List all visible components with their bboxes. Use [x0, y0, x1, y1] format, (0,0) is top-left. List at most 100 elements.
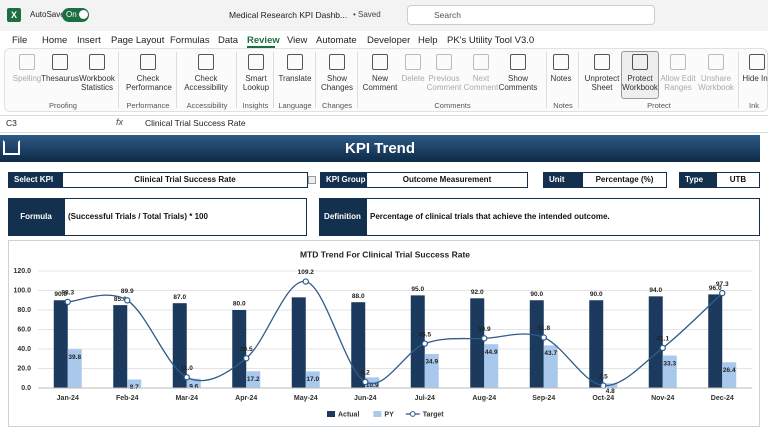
target-point — [659, 344, 666, 352]
bar — [232, 310, 247, 388]
target-point — [421, 340, 428, 347]
data-label: 9.6 — [189, 383, 198, 390]
data-label: 45.5 — [418, 331, 431, 338]
target-line — [67, 280, 723, 387]
ribbon-button[interactable]: Show Comments — [498, 74, 538, 92]
x-tick-label: Nov-24 — [651, 395, 674, 402]
ribbon-button[interactable]: Check Performance — [126, 74, 172, 92]
ribbon-group-label: Performance — [126, 101, 170, 110]
group-separator — [176, 52, 177, 108]
target-point — [362, 378, 369, 386]
field-label: Unit — [543, 172, 582, 188]
field-value[interactable]: Clinical Trial Success Rate — [62, 172, 308, 188]
bar — [53, 300, 68, 388]
name-box[interactable]: C3 — [6, 118, 17, 128]
ribbon-tab[interactable]: Data — [218, 35, 239, 46]
bar — [708, 294, 723, 388]
x-tick-label: Dec-24 — [711, 395, 734, 402]
target-point — [302, 278, 309, 285]
autosave-label: AutoSave — [30, 10, 65, 19]
fx-label: fx — [116, 117, 124, 127]
ribbon-tab[interactable]: View — [287, 35, 308, 46]
data-label: 87.0 — [173, 294, 186, 301]
bar — [246, 371, 261, 388]
ribbon-tab[interactable]: Review — [247, 35, 280, 46]
ribbon-button[interactable]: Protect Workbook — [622, 74, 658, 92]
ribbon-tab[interactable]: File — [12, 35, 28, 46]
data-label: 51.8 — [537, 325, 550, 332]
ribbon-button[interactable]: Check Accessibility — [184, 74, 228, 92]
bar — [543, 345, 558, 388]
dropdown-arrow — [308, 176, 316, 184]
group-separator — [578, 52, 579, 108]
data-label: 90.0 — [54, 291, 67, 298]
search-box[interactable]: Search — [407, 5, 655, 25]
filename[interactable]: Medical Research KPI Dashb... — [229, 10, 348, 20]
bar — [351, 302, 366, 388]
x-tick-label: Jan-24 — [57, 395, 79, 402]
ribbon-icon — [632, 54, 648, 70]
bar — [662, 355, 677, 388]
ribbon-button[interactable]: Unprotect Sheet — [584, 74, 620, 92]
ribbon-tab[interactable]: Home — [42, 35, 68, 46]
ribbon-button[interactable]: Thesaurus — [41, 74, 79, 83]
field-value: UTB — [716, 172, 760, 188]
ribbon-tab[interactable]: Automate — [316, 35, 357, 46]
ribbon-button[interactable]: Workbook Statistics — [79, 74, 115, 92]
ribbon-tab[interactable]: PK's Utility Tool V3.0 — [447, 35, 535, 46]
ribbon-tab[interactable]: Help — [418, 35, 438, 46]
ribbon-group-label: Language — [278, 101, 312, 110]
data-label: 88.3 — [61, 290, 74, 297]
group-separator — [546, 52, 547, 108]
ribbon-button[interactable]: Notes — [550, 74, 572, 83]
data-label: 90.0 — [590, 291, 603, 298]
bar — [410, 295, 425, 388]
data-label: 17.2 — [247, 376, 260, 383]
field-label: Type — [679, 172, 716, 188]
formula-value: (Successful Trials / Total Trials) * 100 — [64, 198, 307, 236]
ribbon-icon — [436, 54, 452, 70]
target-point — [600, 382, 607, 389]
excel-icon: X — [7, 8, 21, 22]
field-value: Percentage (%) — [582, 172, 667, 188]
ribbon-button[interactable]: Show Changes — [320, 74, 354, 92]
ribbon-tab[interactable]: Insert — [77, 35, 101, 46]
ribbon-button[interactable]: New Comment — [362, 74, 398, 92]
formula-content[interactable]: Clinical Trial Success Rate — [145, 118, 246, 128]
ribbon-icon — [510, 54, 526, 70]
data-label: 44.9 — [485, 349, 498, 356]
ribbon-button[interactable]: Smart Lookup — [242, 74, 270, 92]
ribbon-icon — [405, 54, 421, 70]
data-label: 43.7 — [544, 350, 557, 357]
ribbon-tab[interactable]: Formulas — [170, 35, 210, 46]
ribbon-tab[interactable]: Developer — [367, 35, 411, 46]
ribbon-icon — [329, 54, 345, 70]
ribbon-icon — [473, 54, 489, 70]
data-label: 97.3 — [716, 281, 729, 288]
data-label: 80.0 — [233, 301, 246, 308]
y-tick-label: 20.0 — [17, 365, 31, 372]
ribbon-group-label: Comments — [434, 101, 471, 110]
ribbon-icon — [372, 54, 388, 70]
bar — [365, 377, 380, 388]
ribbon-button[interactable]: Hide Ink — [742, 74, 768, 83]
ribbon-bg — [4, 48, 768, 112]
data-label: 39.8 — [68, 354, 81, 361]
ribbon-button[interactable]: Translate — [278, 74, 312, 83]
legend-swatch — [373, 411, 382, 417]
bar — [648, 296, 663, 388]
target-point — [481, 335, 488, 342]
legend-swatch — [409, 411, 416, 417]
x-tick-label: Oct-24 — [592, 395, 614, 402]
group-separator — [357, 52, 358, 108]
ribbon-button: Spelling — [12, 74, 42, 83]
ribbon-button: Allow Edit Ranges — [660, 74, 696, 92]
ribbon-icon — [749, 54, 765, 70]
bar — [529, 300, 544, 388]
ribbon-tab[interactable]: Page Layout — [111, 35, 165, 46]
ribbon-button: Next Comment — [463, 74, 499, 92]
ribbon-icon — [287, 54, 303, 70]
data-label: 95.0 — [411, 286, 424, 293]
formula-bar-bg — [0, 115, 768, 133]
